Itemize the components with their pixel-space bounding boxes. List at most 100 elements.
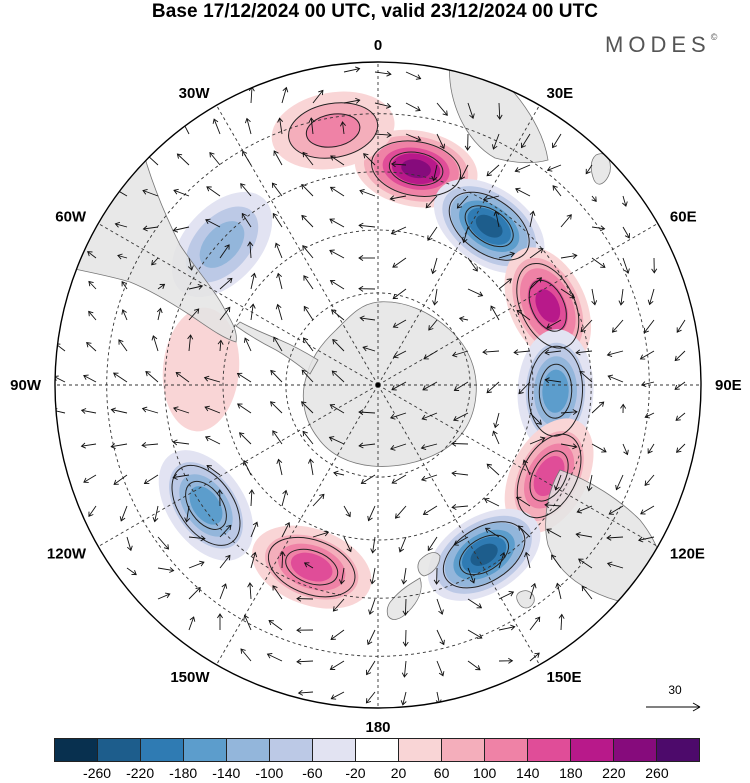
contour-line <box>288 102 379 159</box>
wind-arrow <box>467 567 476 584</box>
wind-arrow <box>141 442 159 448</box>
anomaly-level <box>199 221 245 268</box>
colorbar-cell <box>270 739 313 761</box>
wind-arrow <box>303 562 314 569</box>
wind-arrow <box>514 164 531 173</box>
longitude-label: 120W <box>47 546 87 563</box>
wind-arrow <box>392 257 407 268</box>
wind-arrow <box>620 403 627 414</box>
wind-arrow <box>204 405 221 414</box>
wind-arrow <box>591 443 607 453</box>
wind-arrow <box>516 310 531 321</box>
wind-arrow <box>453 381 469 391</box>
wind-arrow <box>366 660 376 676</box>
wind-arrow <box>362 345 376 352</box>
wind-arrow <box>436 133 446 150</box>
wind-arrow <box>240 648 252 662</box>
wind-arrow <box>297 689 314 696</box>
wind-arrow <box>110 407 128 414</box>
colorbar-ticks: -260 -220 -180 -140 -100 -60 -20 20 60 100 140 180 2… <box>54 765 700 783</box>
wind-arrow <box>358 222 376 229</box>
wind-arrow <box>676 443 686 453</box>
wind-arrow <box>275 303 283 321</box>
wind-arrow <box>242 459 252 476</box>
wind-arrow <box>551 554 562 569</box>
wind-arrow <box>330 629 345 640</box>
wind-arrow <box>585 164 593 175</box>
wind-arrow <box>498 278 513 290</box>
colorbar-cell <box>98 739 141 761</box>
map-boundary <box>54 61 702 709</box>
anomaly-level <box>189 486 223 525</box>
colorbar-tick-label: 100 <box>472 765 497 781</box>
wind-arrow <box>276 458 283 476</box>
wind-arrow <box>390 443 407 451</box>
colorbar <box>54 738 700 762</box>
wind-arrow <box>243 614 252 631</box>
wind-arrow <box>273 336 283 352</box>
polar-stereographic-map: 0 30E 60E 90E 120E 150E 180 150W 120W 90W 60W 30W <box>10 37 742 735</box>
wind-arrow <box>302 151 314 166</box>
wind-arrow <box>498 657 514 664</box>
wind-arrow <box>674 350 686 362</box>
wind-arrow <box>483 497 500 507</box>
wind-arrow <box>145 370 159 383</box>
wind-arrow <box>358 255 375 261</box>
wind-arrow <box>217 613 223 630</box>
wind-arrow <box>126 567 137 576</box>
wind-arrow <box>366 629 376 646</box>
wind-arrow <box>143 474 159 485</box>
wind-arrow <box>279 551 286 569</box>
wind-arrow <box>436 629 445 646</box>
wind-arrow <box>575 531 593 538</box>
wind-arrow <box>491 133 500 150</box>
wind-arrow <box>606 561 624 569</box>
anomaly-blob <box>162 307 240 432</box>
wind-arrow <box>87 251 97 259</box>
wind-arrow <box>451 470 469 477</box>
wind-arrow <box>240 183 252 197</box>
wind-arrow <box>622 226 630 239</box>
new-zealand-north <box>417 552 441 577</box>
africa-tip <box>449 62 549 164</box>
wind-arrow <box>329 404 345 414</box>
wind-arrow <box>517 525 531 538</box>
wind-arrow <box>591 195 597 202</box>
wind-arrow <box>591 257 606 268</box>
wind-arrow <box>456 195 469 209</box>
wind-arrow <box>421 412 438 421</box>
wind-arrow <box>343 97 361 104</box>
anomaly-level <box>305 113 361 148</box>
wind-arrow <box>492 430 500 445</box>
wind-arrow <box>546 528 562 538</box>
wind-arrow <box>591 401 605 414</box>
wind-arrow <box>296 595 314 602</box>
wind-arrow <box>113 372 128 383</box>
wind-arrow <box>486 463 500 476</box>
wind-arrow <box>156 307 163 321</box>
anomaly-level <box>470 543 498 566</box>
wind-arrow <box>390 226 407 235</box>
wind-arrow <box>272 585 283 600</box>
wind-arrow <box>515 187 531 197</box>
wind-arrow <box>622 257 630 274</box>
wind-arrow <box>482 348 500 355</box>
wind-arrow <box>329 279 345 290</box>
wind-arrow <box>242 150 252 166</box>
wind-arrow <box>453 536 469 546</box>
wind-arrow <box>206 186 221 197</box>
wind-arrow <box>467 288 484 297</box>
wind-arrow <box>498 624 516 631</box>
longitude-label: 150W <box>170 669 210 686</box>
contour-line <box>448 191 530 261</box>
contour-line <box>305 113 361 148</box>
wind-arrow <box>219 583 228 600</box>
contour-line <box>442 521 526 589</box>
wind-arrow <box>339 121 346 135</box>
wind-arrow <box>529 652 540 662</box>
wind-arrow <box>529 277 542 290</box>
wind-arrow <box>330 155 345 166</box>
wind-arrow <box>312 493 325 507</box>
wind-arrow <box>302 430 314 445</box>
wind-arrow <box>451 440 469 447</box>
